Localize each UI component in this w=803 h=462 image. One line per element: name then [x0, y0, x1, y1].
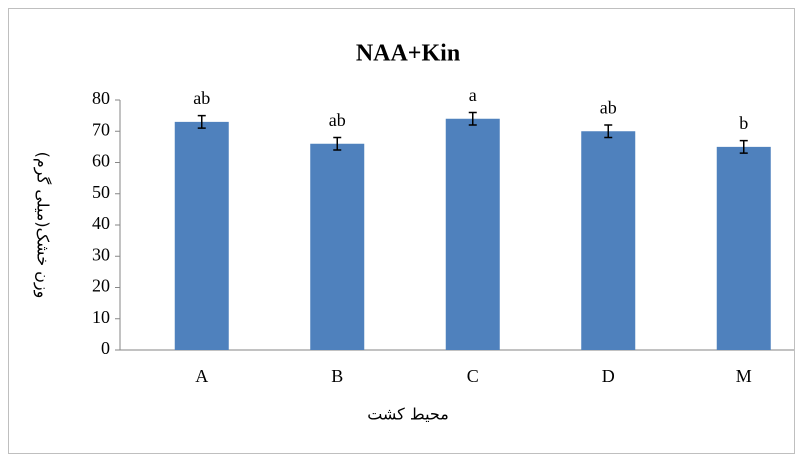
- error-bar: [468, 111, 477, 126]
- y-axis-label: وزن خشک(میلی گرم): [33, 152, 53, 299]
- y-tick-label: 40: [92, 213, 110, 233]
- x-tick-label: B: [331, 366, 343, 386]
- x-tick-label: C: [467, 366, 479, 386]
- x-tick-label: D: [602, 366, 615, 386]
- y-tick-label: 0: [101, 338, 110, 358]
- x-tick-label: M: [736, 366, 752, 386]
- x-axis-label: محیط کشت: [367, 405, 449, 424]
- y-tick-label: 10: [92, 307, 110, 327]
- y-tick-label: 70: [92, 119, 110, 139]
- error-bar: [333, 136, 342, 151]
- error-bar: [604, 124, 613, 139]
- y-tick-label: 50: [92, 182, 110, 202]
- chart-border: [8, 8, 795, 454]
- y-tick-label: 80: [92, 88, 110, 108]
- annotation: a: [469, 85, 477, 105]
- bar: [310, 143, 365, 350]
- x-tick-label: A: [195, 366, 208, 386]
- error-bar: [197, 114, 206, 129]
- bar: [445, 118, 500, 350]
- error-bar: [739, 139, 748, 154]
- annotation: ab: [600, 97, 617, 117]
- annotation: b: [739, 113, 748, 133]
- annotation: ab: [329, 110, 346, 130]
- y-tick-label: 60: [92, 151, 110, 171]
- bar: [716, 146, 771, 350]
- annotation: ab: [193, 88, 210, 108]
- bar: [174, 121, 229, 350]
- y-tick-label: 20: [92, 276, 110, 296]
- bar: [581, 131, 636, 350]
- chart-title: NAA+Kin: [356, 41, 460, 67]
- y-tick-label: 30: [92, 244, 110, 264]
